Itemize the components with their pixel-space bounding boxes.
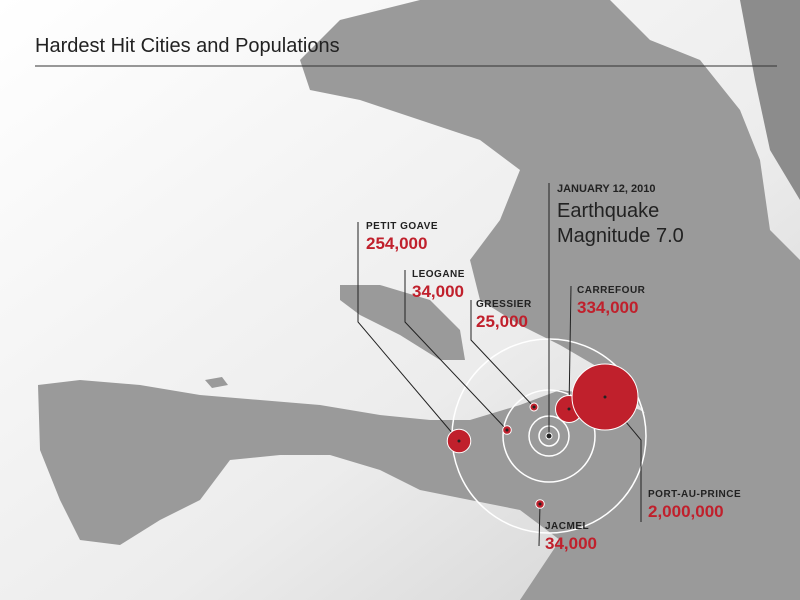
city-name: GRESSIER <box>476 299 532 310</box>
leader-line <box>404 270 508 431</box>
city-population: 34,000 <box>412 282 464 301</box>
leader-line <box>568 285 572 410</box>
epicenter-magnitude: Magnitude 7.0 <box>557 225 684 247</box>
leader-line <box>538 503 541 547</box>
epicenter-headline: Earthquake <box>557 200 659 222</box>
city-name: PORT-AU-PRINCE <box>648 489 741 500</box>
city-dot <box>532 405 536 409</box>
cities: PETIT GOAVE 254,000 LEOGANE 34,000 GRESSIER 2… <box>357 221 741 553</box>
city-dot <box>505 428 509 432</box>
epicenter-date: JANUARY 12, 2010 <box>557 183 655 195</box>
city-dot <box>457 439 461 443</box>
city-population: 2,000,000 <box>648 502 724 521</box>
city-population: 34,000 <box>545 534 597 553</box>
city-name: CARREFOUR <box>577 285 646 296</box>
city-population: 25,000 <box>476 312 528 331</box>
city-population: 254,000 <box>366 234 427 253</box>
title: Hardest Hit Cities and Populations <box>35 35 340 57</box>
city-name: LEOGANE <box>412 269 465 280</box>
leader-line <box>357 222 460 442</box>
city-name: PETIT GOAVE <box>366 221 438 232</box>
leader-line <box>470 300 535 408</box>
city-dot <box>538 502 542 506</box>
city-dot <box>567 407 571 411</box>
city-name: JACMEL <box>545 521 589 532</box>
epicenter <box>545 432 553 440</box>
land <box>38 0 800 600</box>
city-dot <box>603 395 607 399</box>
city-population: 334,000 <box>577 298 638 317</box>
